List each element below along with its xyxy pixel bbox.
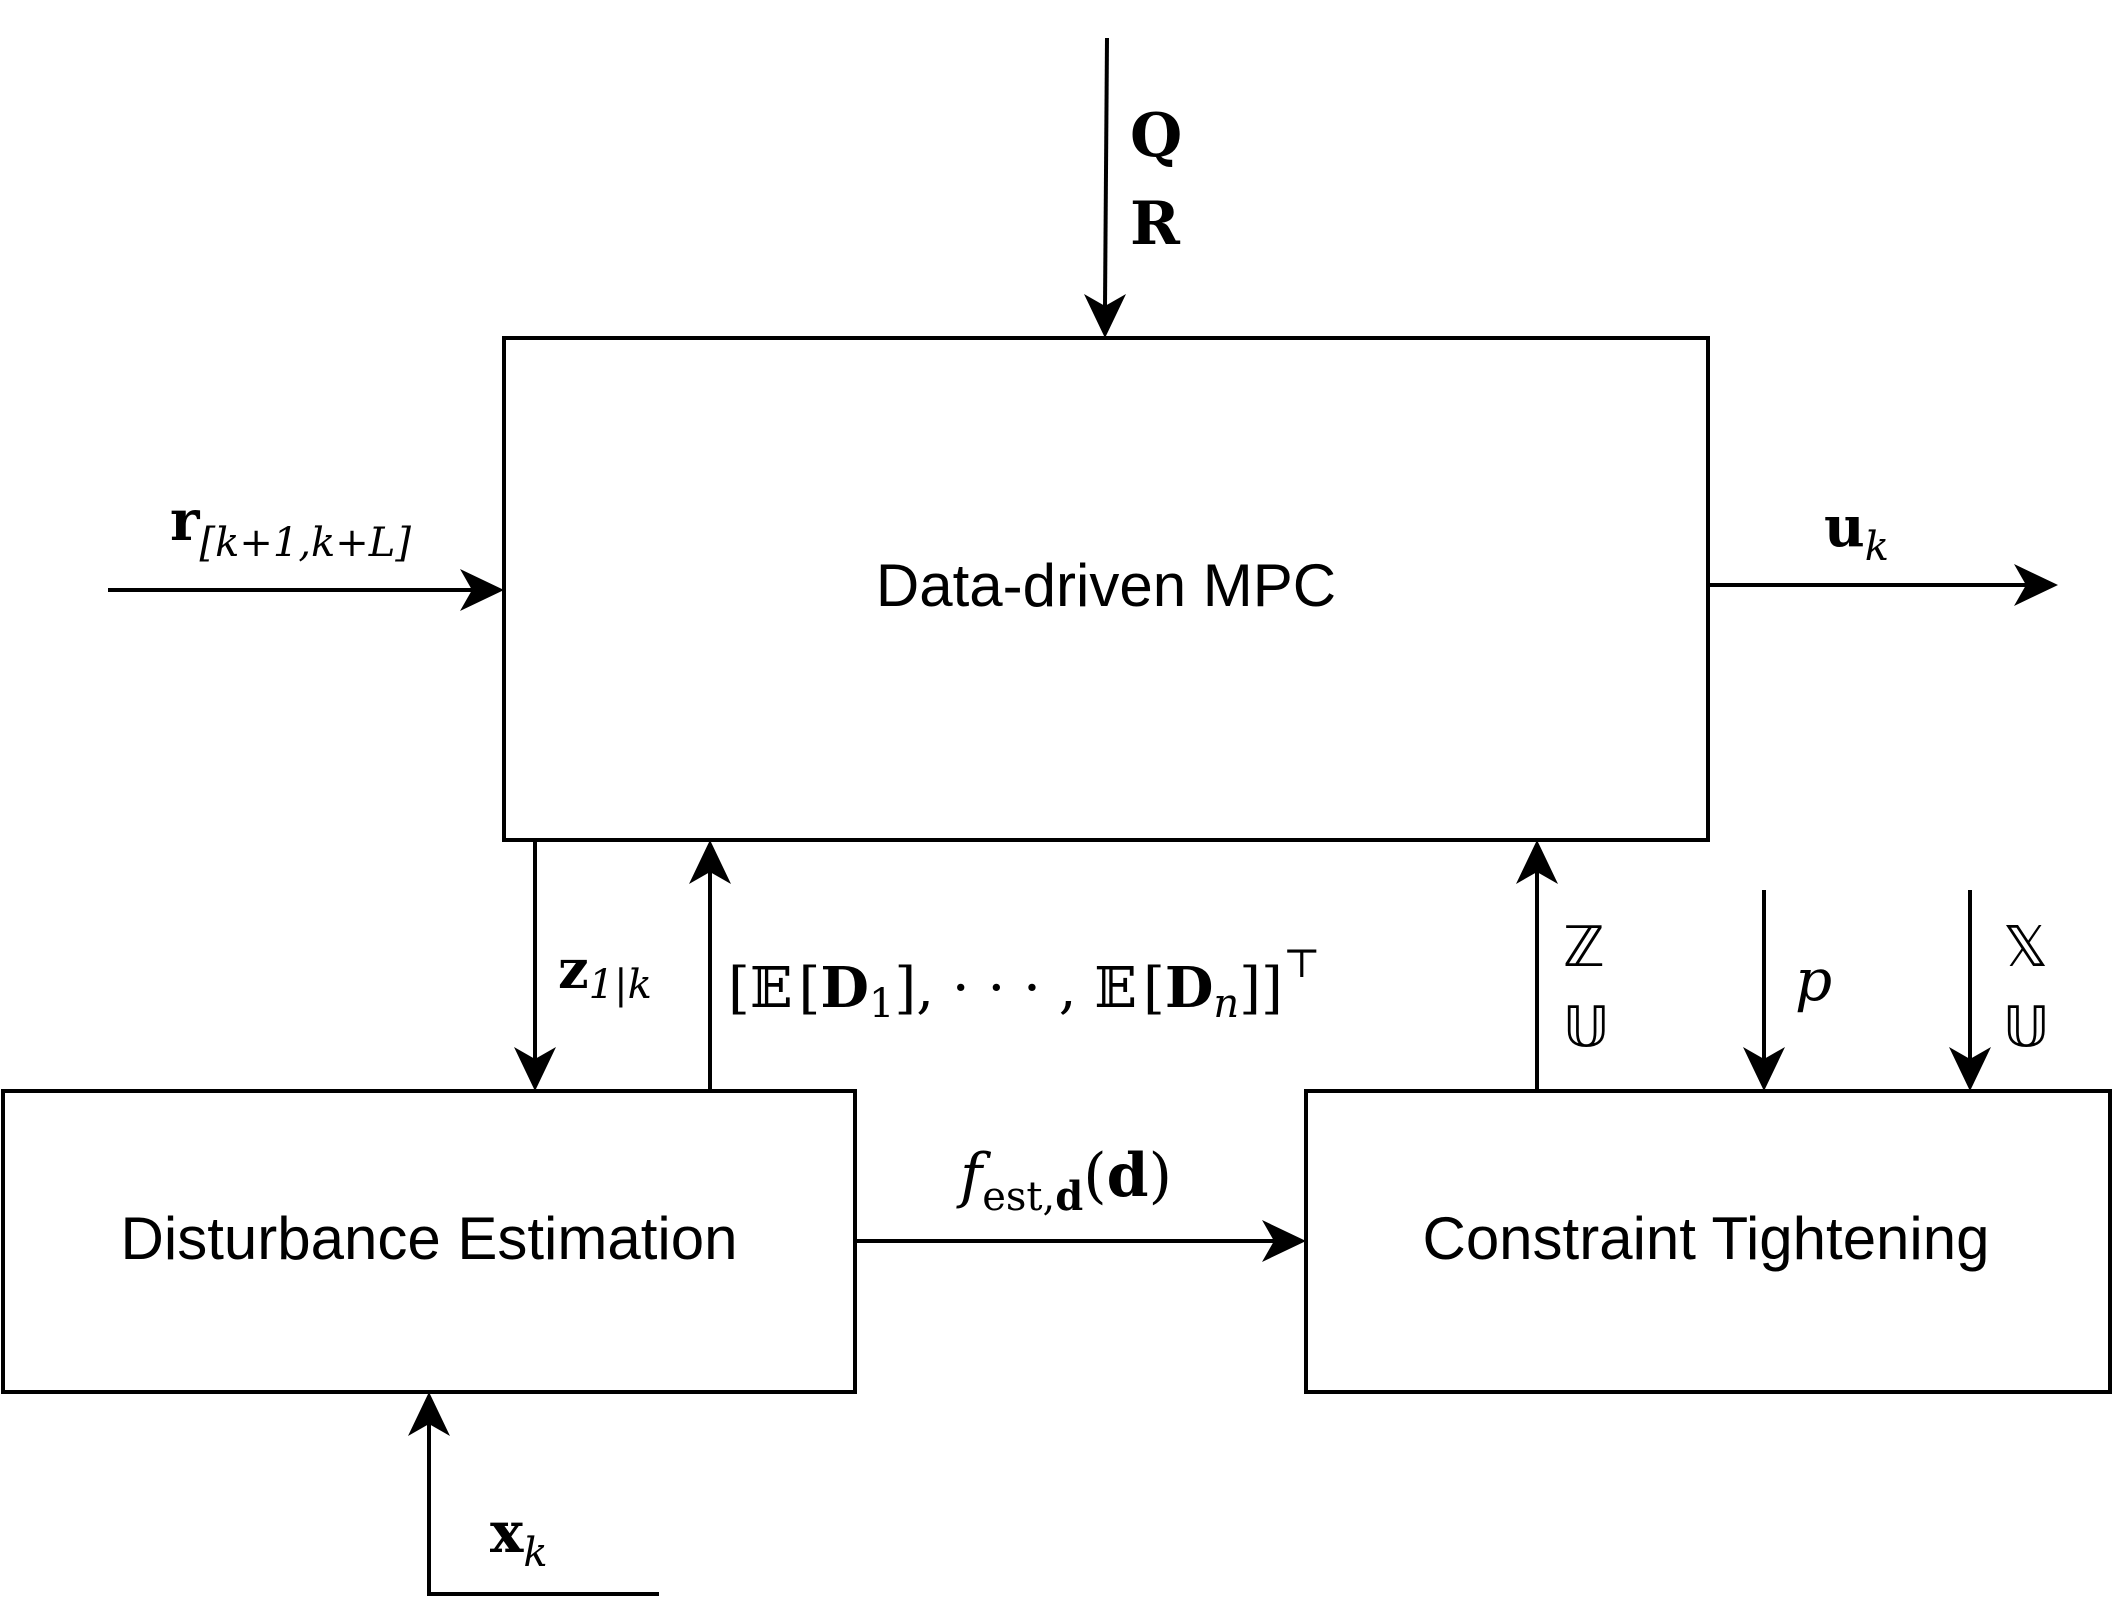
reference-arrow: [108, 569, 504, 611]
state-arrow: [408, 1392, 659, 1596]
weights-arrow: [1084, 37, 1126, 338]
z-set-label: ℤ: [1563, 915, 1605, 980]
z-estimate-arrow: [514, 840, 556, 1091]
probability-arrow: [1743, 890, 1785, 1091]
x-set-label: 𝕏: [2003, 915, 2048, 980]
probability-label: p: [1795, 946, 1832, 1014]
disturbance-estimation-label: Disturbance Estimation: [121, 1205, 738, 1272]
reference-label: r[k+1,k+L]: [170, 488, 411, 566]
fest-label: fest,d(d): [956, 1141, 1172, 1220]
disturbance-estimation-block: Disturbance Estimation: [1, 1089, 857, 1394]
constraint-tightening-label: Constraint Tightening: [1422, 1205, 1989, 1272]
weights-label: Q R: [1130, 101, 1182, 259]
expectation-arrow: [689, 840, 731, 1091]
tightened-sets-label: ℤ 𝕌: [1563, 915, 1609, 1060]
fest-arrow: [855, 1220, 1306, 1262]
mpc-block-label: Data-driven MPC: [876, 552, 1336, 619]
control-output-arrow: [1708, 564, 2058, 606]
state-label: xk: [490, 1500, 548, 1576]
constraint-sets-label: 𝕏 𝕌: [2003, 915, 2049, 1060]
expectation-label: [𝔼 [D1], · · · , 𝔼 [Dn]]⊤: [728, 941, 1321, 1027]
constraint-sets-arrow: [1949, 890, 1991, 1091]
u-set-label: 𝕌: [1563, 995, 1609, 1060]
z-estimate-label: z1|k: [558, 937, 652, 1008]
q-matrix-label: Q: [1130, 101, 1182, 171]
u-set-input-label: 𝕌: [2003, 995, 2049, 1060]
mpc-block: Data-driven MPC: [502, 336, 1710, 842]
constraint-tightening-block: Constraint Tightening: [1304, 1089, 2112, 1394]
control-label: uk: [1824, 494, 1889, 570]
r-matrix-label: R: [1130, 189, 1181, 259]
tightened-sets-arrow: [1516, 840, 1558, 1091]
